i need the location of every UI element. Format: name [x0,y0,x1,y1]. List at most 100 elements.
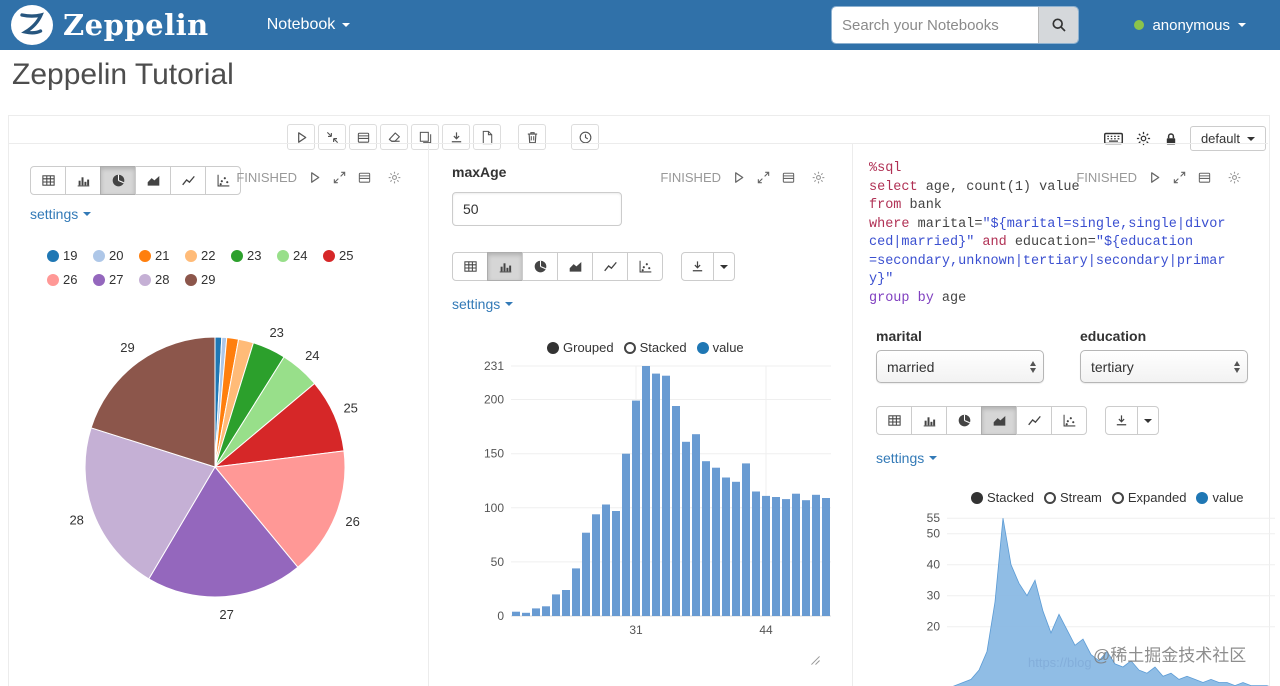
legend-item-26[interactable]: 26 [47,272,93,287]
legend-item-20[interactable]: 20 [93,248,139,263]
export-note-button[interactable] [442,124,470,150]
legend-item-19[interactable]: 19 [47,248,93,263]
chart-type-multibar-button[interactable] [911,406,947,435]
note-title[interactable]: Zeppelin Tutorial [12,58,234,91]
schedule-button[interactable] [571,124,599,150]
download-icon [1114,413,1129,428]
legend-item-stacked[interactable]: Stacked [623,340,687,355]
legend-item-23[interactable]: 23 [231,248,277,263]
legend-item-stream[interactable]: Stream [1043,490,1102,505]
chart-type-line-button[interactable] [1016,406,1052,435]
clear-output-button[interactable] [380,124,408,150]
chevron-down-icon [720,264,728,269]
chart-type-table-button[interactable] [876,406,912,435]
svg-text:31: 31 [629,623,643,637]
chart-line-icon [181,173,196,188]
toggle-output-button[interactable] [349,124,377,150]
chart-type-scatter-button[interactable] [205,166,241,195]
chart-type-pie-button[interactable] [946,406,982,435]
chart-type-multibar-button[interactable] [65,166,101,195]
chart-settings-toggle[interactable]: settings [876,450,938,466]
legend-item-25[interactable]: 25 [323,248,369,263]
brand-title[interactable]: Zeppelin [63,8,209,42]
download-options-button[interactable] [1137,406,1159,435]
legend-item-stacked[interactable]: Stacked [971,490,1034,505]
chart-type-multibar-button[interactable] [487,252,523,281]
chart-type-table-button[interactable] [30,166,66,195]
legend-item-value[interactable]: value [696,340,744,355]
legend-item-22[interactable]: 22 [185,248,231,263]
sql-editor[interactable]: %sql select age, count(1) value from bank w… [869,161,1226,306]
book-icon [1197,170,1212,185]
svg-text:100: 100 [484,501,504,515]
chart-type-scatter-button[interactable] [627,252,663,281]
download-data-button[interactable] [681,252,714,281]
download-icon [690,259,705,274]
interpreter-default-button[interactable]: default [1189,126,1266,151]
paragraph-resize-handle[interactable] [809,654,822,672]
chart-pie-icon [111,173,126,188]
version-note-button[interactable] [473,124,501,150]
legend-item-29[interactable]: 29 [185,272,231,287]
download-options-button[interactable] [713,252,735,281]
run-paragraph-icon[interactable] [1147,170,1162,185]
chart-type-stacked-area-button[interactable] [981,406,1017,435]
legend-item-value[interactable]: value [1196,490,1244,505]
toggle-editor-icon[interactable] [1197,170,1212,185]
chart-type-line-button[interactable] [170,166,206,195]
collapse-code-button[interactable] [318,124,346,150]
legend-item-expanded[interactable]: Expanded [1111,490,1186,505]
legend-item-grouped[interactable]: Grouped [547,340,614,355]
chart-type-stacked-area-button[interactable] [135,166,171,195]
trash-icon [525,130,540,145]
marital-select[interactable]: married [876,350,1044,383]
clone-note-button[interactable] [411,124,439,150]
svg-text:44: 44 [759,623,773,637]
legend-item-27[interactable]: 27 [93,272,139,287]
paragraph-settings-icon[interactable] [387,170,402,185]
paragraph-row-divider [8,143,1268,144]
maxage-input[interactable] [452,192,622,226]
delete-note-button[interactable] [518,124,546,150]
chart-settings-toggle[interactable]: settings [30,206,92,222]
column-divider [428,143,429,686]
chart-type-scatter-button[interactable] [1051,406,1087,435]
chart-type-table-button[interactable] [452,252,488,281]
education-select[interactable]: tertiary [1080,350,1248,383]
toggle-editor-icon[interactable] [357,170,372,185]
run-all-button[interactable] [287,124,315,150]
zeppelin-logo-icon[interactable] [10,4,54,46]
user-menu[interactable]: anonymous [1134,0,1246,50]
chart-type-pie-button[interactable] [100,166,136,195]
book-icon [357,170,372,185]
expand-paragraph-icon[interactable] [756,170,771,185]
toggle-editor-icon[interactable] [781,170,796,185]
note-permissions-button[interactable] [1163,131,1179,147]
chart-type-pie-button[interactable] [522,252,558,281]
play-icon [731,170,746,185]
chart-settings-toggle[interactable]: settings [452,296,514,312]
expand-paragraph-icon[interactable] [1172,170,1187,185]
chart-scatter-icon [638,259,653,274]
expand-paragraph-icon[interactable] [332,170,347,185]
watermark-text: @稀土掘金技术社区 [1093,646,1247,665]
search-input[interactable] [832,7,1038,43]
gear-icon [1227,170,1242,185]
notebook-menu[interactable]: Notebook [267,16,351,34]
legend-item-24[interactable]: 24 [277,248,323,263]
select-stepper-icon [1234,360,1240,373]
legend-item-28[interactable]: 28 [139,272,185,287]
run-paragraph-icon[interactable] [307,170,322,185]
chart-type-stacked-area-button[interactable] [557,252,593,281]
search-button[interactable] [1038,7,1078,43]
legend-item-21[interactable]: 21 [139,248,185,263]
chart-scatter-icon [1062,413,1077,428]
paragraph-settings-icon[interactable] [811,170,826,185]
paragraph-status: FINISHED [236,170,297,185]
download-data-button[interactable] [1105,406,1138,435]
chart-area-icon [568,259,583,274]
run-paragraph-icon[interactable] [731,170,746,185]
paragraph-settings-icon[interactable] [1227,170,1242,185]
chart-type-line-button[interactable] [592,252,628,281]
